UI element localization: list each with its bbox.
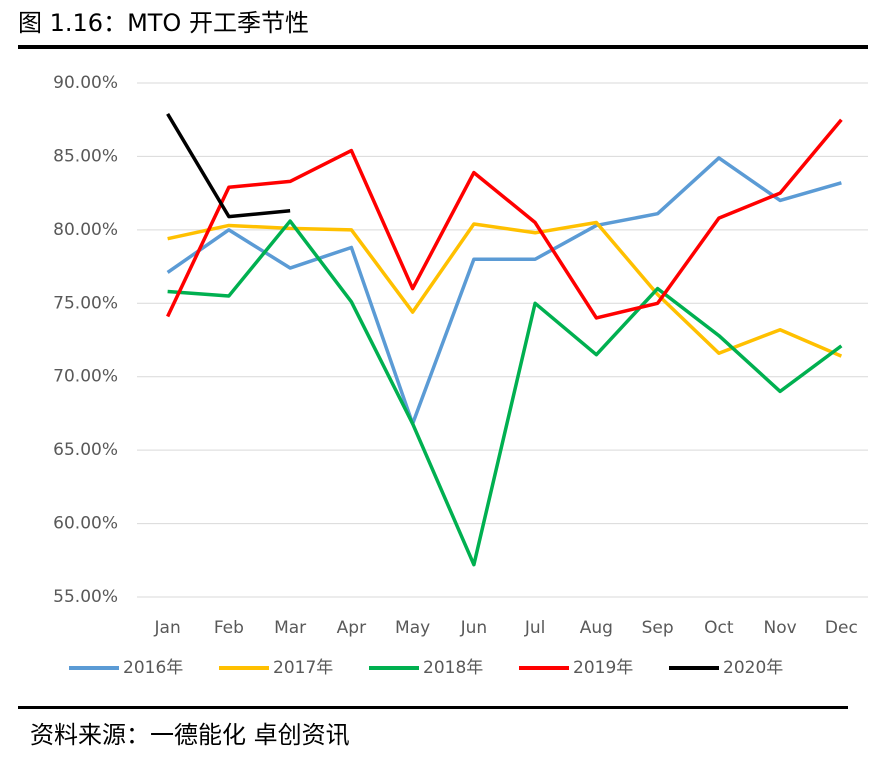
series-line (166, 156, 842, 426)
y-tick-label: 75.00% (53, 293, 118, 313)
x-tick-label: Nov (764, 618, 797, 638)
x-tick-label: Oct (704, 618, 734, 638)
y-tick-label: 90.00% (53, 73, 118, 93)
x-tick-label: Mar (274, 618, 306, 638)
y-tick-label: 85.00% (53, 146, 118, 166)
chart-title: 图 1.16：MTO 开工季节性 (18, 9, 309, 37)
legend-label: 2016年 (123, 658, 183, 678)
legend-label: 2019年 (573, 658, 633, 678)
title-rule (18, 45, 868, 49)
series-line (166, 112, 291, 219)
footer: 资料来源：一德能化 卓创资讯 (30, 721, 350, 749)
x-tick-label: Feb (214, 618, 244, 638)
x-tick-label: Apr (337, 618, 366, 638)
y-tick-label: 65.00% (53, 440, 118, 460)
x-tick-label: Dec (825, 618, 858, 638)
footer-rule (18, 706, 848, 709)
x-tick-label: Jun (460, 618, 488, 638)
x-tick-label: Sep (642, 618, 674, 638)
series-line (166, 118, 843, 320)
y-tick-label: 80.00% (53, 220, 118, 240)
x-tick-label: Jan (154, 618, 181, 638)
series-line (167, 219, 843, 567)
y-tick-label: 70.00% (53, 367, 118, 387)
y-tick-label: 60.00% (53, 514, 118, 534)
x-tick-label: Aug (580, 618, 613, 638)
legend-label: 2020年 (723, 658, 783, 678)
y-tick-label: 55.00% (53, 587, 118, 607)
legend-label: 2017年 (273, 658, 333, 678)
x-tick-label: Jul (524, 618, 546, 638)
legend-label: 2018年 (423, 658, 483, 678)
series-line (167, 220, 843, 358)
x-tick-label: May (395, 618, 430, 638)
